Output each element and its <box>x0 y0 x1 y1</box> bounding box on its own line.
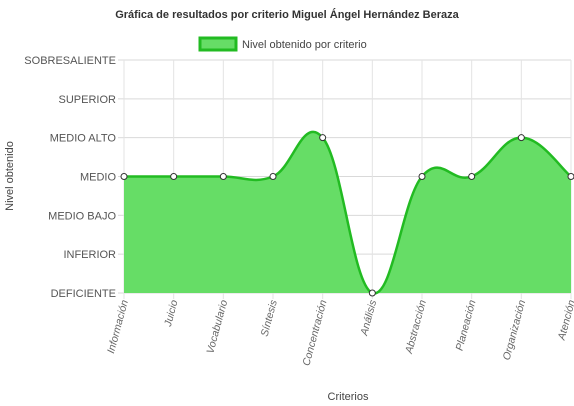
x-tick-label: Síntesis <box>259 298 280 338</box>
data-point-información[interactable] <box>120 173 128 180</box>
data-points <box>120 134 574 297</box>
data-point-síntesis[interactable] <box>269 173 277 180</box>
y-tick-label: MEDIO <box>80 172 117 184</box>
legend[interactable]: Nivel obtenido por criterio <box>198 36 367 52</box>
y-tick-label: DEFICIENTE <box>51 288 116 300</box>
x-tick-label: Vocabulario <box>204 299 230 355</box>
x-tick-label: Organización <box>501 299 529 362</box>
y-axis-ticks: DEFICIENTE INFERIOR MEDIO BAJO MEDIO MEDIO A… <box>24 55 116 300</box>
data-point-atención[interactable] <box>567 173 574 180</box>
x-tick-label: Juicio <box>162 299 181 329</box>
y-tick-label: MEDIO ALTO <box>50 133 117 145</box>
y-tick-label: SUPERIOR <box>59 94 117 106</box>
x-tick-label: Análisis <box>358 298 379 338</box>
x-axis-ticks: Información Juicio Vocabulario Síntesis Conc… <box>105 298 574 367</box>
data-point-análisis[interactable] <box>368 289 376 297</box>
data-area <box>124 130 572 295</box>
data-point-juicio[interactable] <box>170 173 178 180</box>
chart-title: Gráfica de resultados por criterio Migue… <box>115 8 459 21</box>
x-axis-title: Criterios <box>328 391 369 403</box>
series-line <box>124 130 572 295</box>
y-axis-title: Nivel obtenido <box>4 141 16 211</box>
legend-label[interactable]: Nivel obtenido por criterio <box>242 39 367 51</box>
data-point-organización[interactable] <box>517 134 525 142</box>
data-point-planeación[interactable] <box>468 173 476 180</box>
y-tick-label: INFERIOR <box>63 249 116 261</box>
x-tick-label: Atención <box>555 299 574 343</box>
x-tick-label: Concentración <box>300 299 329 368</box>
legend-swatch[interactable] <box>198 36 238 52</box>
x-tick-label: Planeación <box>454 299 479 352</box>
y-tick-label: MEDIO BAJO <box>48 210 116 222</box>
y-tick-label: SOBRESALIENTE <box>24 55 116 67</box>
data-point-concentración[interactable] <box>319 134 327 142</box>
x-tick-label: Información <box>105 299 131 355</box>
series-area <box>124 131 571 294</box>
data-point-vocabulario[interactable] <box>219 173 227 180</box>
data-point-abstracción[interactable] <box>418 173 426 180</box>
x-tick-label: Abstracción <box>403 299 429 356</box>
